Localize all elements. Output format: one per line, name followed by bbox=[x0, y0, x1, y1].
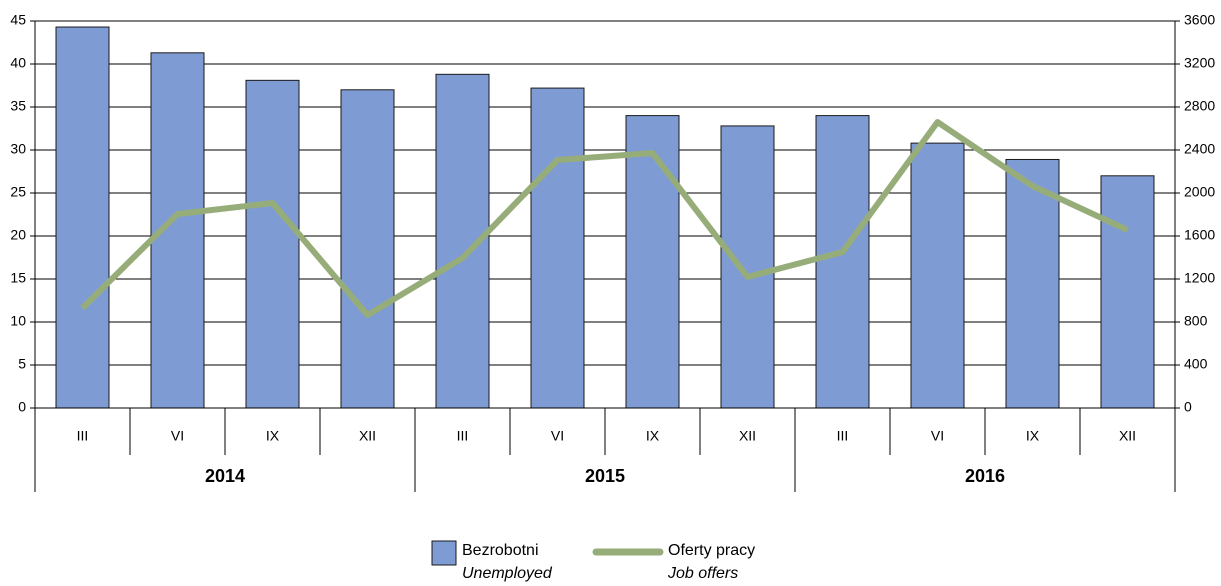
bar bbox=[530, 87, 585, 409]
x-tick-label: IX bbox=[266, 428, 280, 444]
y2-tick-label: 2400 bbox=[1184, 141, 1215, 157]
bar bbox=[625, 115, 680, 409]
bar bbox=[245, 79, 300, 409]
y-tick-label: 35 bbox=[10, 98, 26, 114]
x-tick-label: IX bbox=[646, 428, 660, 444]
y2-tick-label: 2000 bbox=[1184, 184, 1215, 200]
line bbox=[80, 119, 1129, 319]
y2-tick-label: 2800 bbox=[1184, 98, 1215, 114]
y2-tick-label: 3200 bbox=[1184, 55, 1215, 71]
group-label: 2015 bbox=[585, 466, 625, 486]
y2-tick-label: 1200 bbox=[1184, 270, 1215, 286]
bar bbox=[55, 26, 110, 409]
y-tick-label: 30 bbox=[10, 141, 26, 157]
bar bbox=[1100, 175, 1155, 409]
group-label: 2016 bbox=[965, 466, 1005, 486]
y-tick-label: 10 bbox=[10, 313, 26, 329]
y2-tick-label: 0 bbox=[1184, 399, 1192, 415]
x-tick-label: XII bbox=[1119, 428, 1136, 444]
bar bbox=[910, 142, 965, 409]
y2-tick-label: 1600 bbox=[1184, 227, 1215, 243]
legend-label: Bezrobotni bbox=[462, 542, 539, 559]
y-tick-label: 15 bbox=[10, 270, 26, 286]
x-tick-label: VI bbox=[171, 428, 184, 444]
bar bbox=[815, 115, 870, 409]
y-tick-label: 5 bbox=[18, 356, 26, 372]
x-tick-label: III bbox=[457, 428, 469, 444]
bar bbox=[720, 125, 775, 409]
legend-swatch bbox=[431, 540, 457, 566]
y-tick-label: 0 bbox=[18, 399, 26, 415]
x-tick-label: IX bbox=[1026, 428, 1040, 444]
y-tick-label: 20 bbox=[10, 227, 26, 243]
bar bbox=[340, 89, 395, 409]
y2-tick-label: 800 bbox=[1184, 313, 1208, 329]
y2-tick-label: 3600 bbox=[1184, 12, 1215, 28]
x-tick-label: III bbox=[77, 428, 89, 444]
legend-label-en: Unemployed bbox=[462, 565, 553, 582]
group-label: 2014 bbox=[205, 466, 245, 486]
x-tick-label: III bbox=[837, 428, 849, 444]
legend-label: Oferty pracy bbox=[668, 542, 755, 559]
y2-tick-label: 400 bbox=[1184, 356, 1208, 372]
y-tick-label: 40 bbox=[10, 55, 26, 71]
x-tick-label: VI bbox=[551, 428, 564, 444]
legend-label-en: Job offers bbox=[667, 565, 738, 582]
y-tick-label: 45 bbox=[10, 12, 26, 28]
x-tick-label: XII bbox=[359, 428, 376, 444]
x-tick-label: VI bbox=[931, 428, 944, 444]
y-tick-label: 25 bbox=[10, 184, 26, 200]
x-tick-label: XII bbox=[739, 428, 756, 444]
